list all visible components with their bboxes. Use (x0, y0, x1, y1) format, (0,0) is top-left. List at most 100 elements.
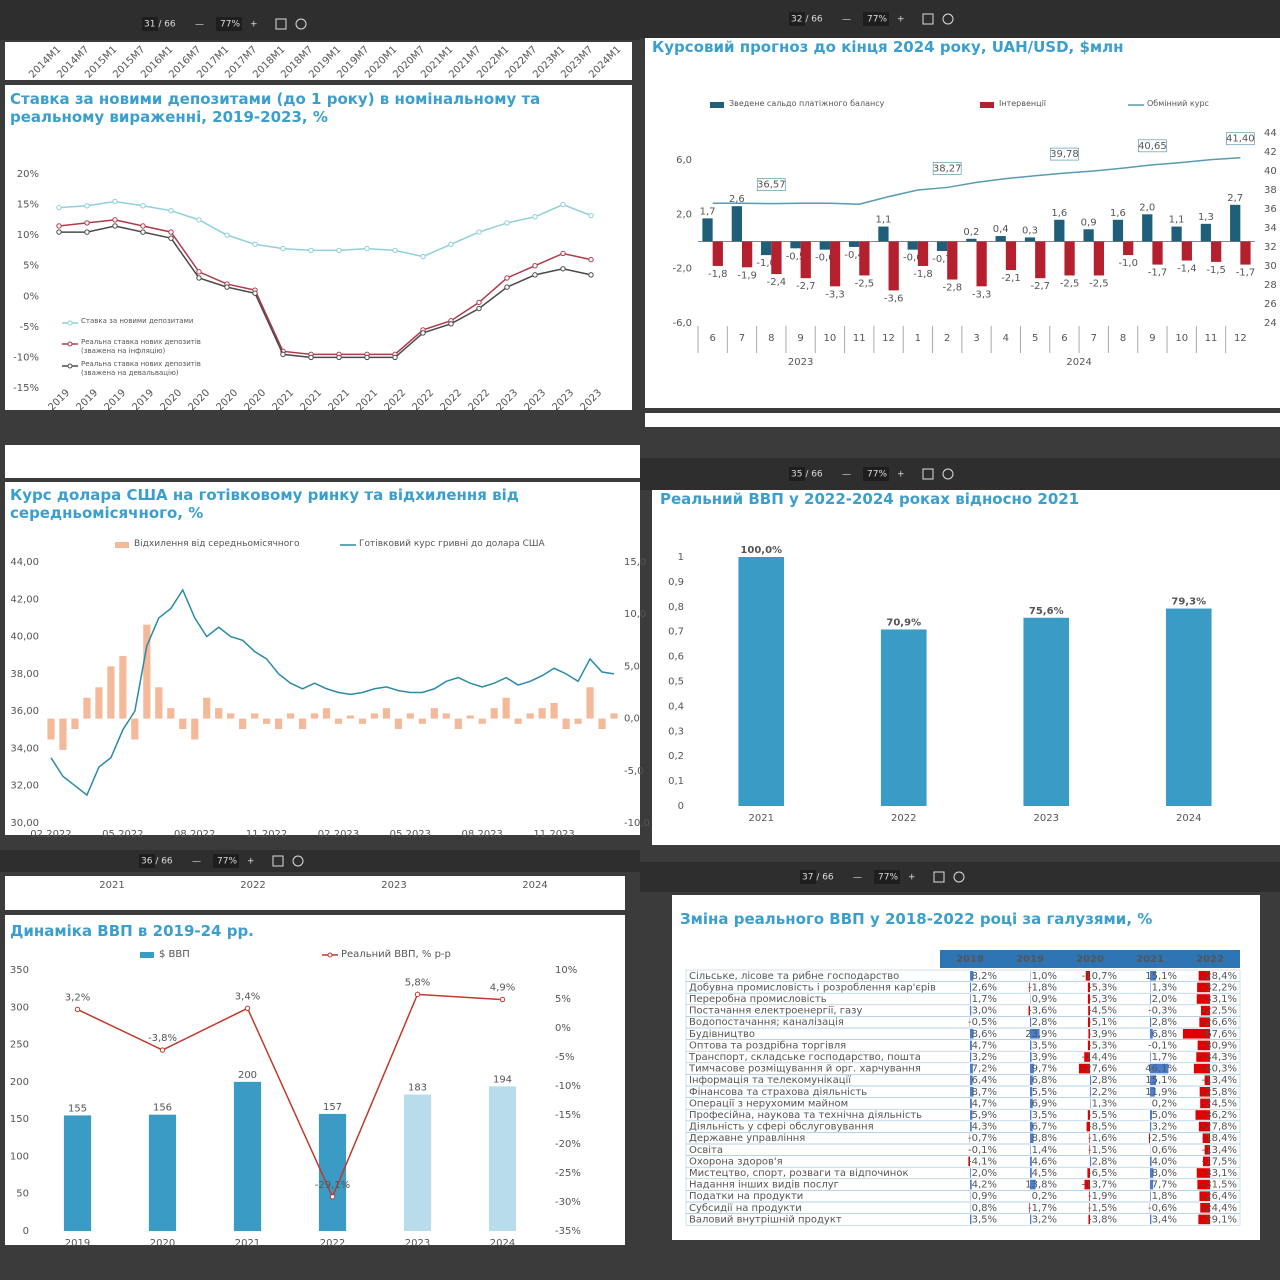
marker (196, 217, 202, 223)
page-strip (5, 445, 640, 478)
zoom-box (874, 870, 900, 884)
marker (560, 250, 566, 257)
row-label: Операції з нерухомим майном (689, 1097, 848, 1109)
y-tick-label: 0,3 (668, 726, 684, 737)
bar (1083, 229, 1094, 242)
legend-label: Реальна ставка нових депозитів (зважена … (81, 338, 201, 355)
marker (168, 235, 174, 241)
x-tick-label: 2 (944, 333, 950, 344)
rotate-icon (953, 871, 965, 883)
cell-bar (1150, 971, 1157, 981)
cell-bar (1089, 1133, 1090, 1143)
y-tick-label: 200 (10, 1077, 29, 1088)
cell-bar (970, 1063, 973, 1074)
cell-value: 7,7% (1152, 1180, 1177, 1191)
cell-bar (970, 1040, 972, 1051)
cell-bar (1028, 1005, 1030, 1016)
y-tick-label: 40 (1264, 166, 1277, 177)
marker (168, 229, 174, 235)
legend-label: Готівковий курс гривні до долара США (359, 539, 545, 549)
cell-value: 2,8% (1152, 1017, 1177, 1028)
data-label: 155 (68, 1103, 87, 1114)
cell-value: -13,4% (1202, 1145, 1237, 1156)
cell-bar (1029, 982, 1030, 993)
cell-bar (970, 1214, 972, 1225)
row-label: Будівництво (689, 1028, 755, 1040)
x-tick-label: 08.2023 (462, 829, 503, 840)
zoom-in: + (897, 15, 905, 25)
legend-label: Реальна ставка нових депозитів (зважена … (81, 360, 201, 377)
cell-bar (1089, 1191, 1090, 1201)
prev-year: 2021 (99, 880, 124, 891)
cell-value: -1,9% (1088, 1191, 1117, 1202)
x-tick-label: 4 (1003, 333, 1009, 344)
page-number: 37 / 66 (802, 873, 834, 883)
legend-swatch (140, 952, 154, 958)
cell-bar (1084, 1179, 1090, 1190)
cell-value: -22,5% (1202, 1006, 1237, 1017)
page-box (142, 17, 158, 31)
bar (1123, 241, 1134, 256)
x-tick-label: 8 (768, 333, 774, 344)
cell-bar (1090, 1087, 1091, 1097)
x-tick-label: 05.2023 (390, 829, 431, 840)
cell-bar (1150, 1075, 1157, 1085)
cell-value: -3,9% (1088, 1029, 1117, 1040)
bar (947, 241, 958, 280)
x-tick-label: 12 (1234, 333, 1247, 344)
cell-value: -1,6% (1088, 1133, 1117, 1144)
cell-value: -10,7% (1082, 971, 1117, 982)
bar (741, 241, 753, 268)
legend-label: Ставка за новими депозитами (81, 317, 194, 325)
cell-bar (1198, 1121, 1210, 1132)
y-tick-label: 100 (10, 1151, 29, 1162)
data-label: 70,9% (886, 617, 921, 628)
cell-value: 3,0% (972, 1006, 997, 1017)
page-number: 31 / 66 (144, 20, 176, 30)
cell-value: 3,2% (972, 1052, 997, 1063)
bar (538, 708, 546, 719)
cell-bar (970, 994, 971, 1004)
data-label: 79,3% (1171, 597, 1206, 608)
cell-bar (1197, 1179, 1210, 1190)
marker (532, 263, 538, 269)
data-label: 2,6 (729, 194, 745, 205)
chart-title-box: Реальний ВВП у 2022-2024 роках відносно … (660, 490, 1079, 508)
marker (196, 269, 202, 275)
cell-value: -5,3% (1088, 982, 1117, 993)
marker (476, 305, 482, 312)
data-label: -3,8% (148, 1033, 177, 1044)
cell-bar (970, 1005, 972, 1016)
x-tick-label: 6 (709, 333, 715, 344)
y-tick-label: -30% (555, 1197, 581, 1208)
marker (329, 1194, 336, 1200)
y-tick-label: 38,00 (10, 669, 39, 680)
prev-year: 2024 (522, 880, 547, 891)
bar (859, 241, 870, 276)
y-tick-label: 5% (555, 994, 571, 1005)
cell-bar (1150, 982, 1151, 993)
marker (588, 212, 594, 219)
data-label: -2,8 (943, 283, 963, 294)
data-label: 0,2 (963, 227, 979, 238)
cell-bar (1150, 1110, 1152, 1120)
bar (1064, 241, 1075, 276)
zoom: 77% (220, 20, 240, 30)
marker (112, 223, 118, 229)
row-label: Державне управління (689, 1132, 805, 1144)
row-label: Валовий внутрішній продукт (689, 1213, 842, 1225)
data-label: -1,8 (913, 269, 933, 280)
legend-marker (67, 363, 73, 369)
row-label: Податки на продукти (689, 1191, 803, 1202)
marker (252, 241, 258, 248)
cell-bar (1204, 1075, 1210, 1085)
cell-value: -31,5% (1202, 1180, 1237, 1191)
y-tick-label: 0,4 (668, 701, 684, 712)
prev-year: 2023 (381, 880, 406, 891)
bar (888, 241, 899, 291)
data-label: -1,0 (756, 258, 776, 269)
cell-bar (970, 1029, 974, 1039)
cell-bar (970, 1179, 972, 1190)
marker (252, 290, 258, 296)
page (645, 38, 1280, 408)
